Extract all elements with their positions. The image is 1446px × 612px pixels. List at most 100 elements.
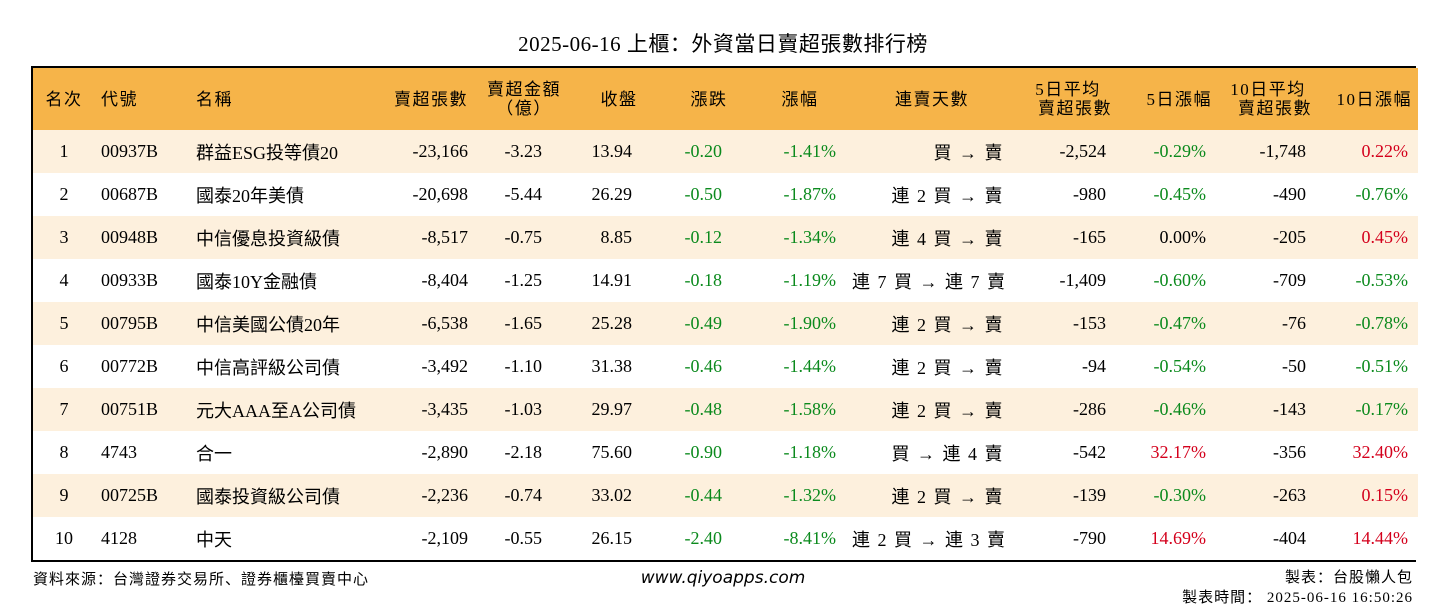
table-body: 1 00937B 群益ESG投等債20 -23,166 -3.23 13.94 -0.20 -… [33, 130, 1418, 560]
cell-avg10: -143 [1273, 399, 1306, 419]
generated-timestamp: 製表時間： 2025-06-16 16:50:26 [1182, 590, 1413, 606]
cell-change: -0.20 [684, 141, 723, 161]
cell-change: -0.50 [684, 184, 723, 204]
cell-rank: 8 [59, 442, 69, 462]
author-note: 製表：台股懶人包 [1284, 570, 1413, 586]
cell-change-pct: -1.41% [783, 141, 837, 161]
cell-avg5: -286 [1073, 399, 1106, 419]
cell-code: 4128 [101, 528, 137, 548]
cell-pct5: -0.29% [1153, 141, 1207, 161]
cell-avg5: -1,409 [1059, 270, 1107, 290]
cell-change-pct: -1.90% [783, 313, 837, 333]
col-header-streak: 連賣天數 [895, 89, 969, 109]
cell-pct10: -0.53% [1355, 270, 1409, 290]
cell-change-pct: -1.44% [783, 356, 837, 376]
cell-net-sell-lots: -3,435 [421, 399, 469, 419]
cell-avg5: -94 [1082, 356, 1106, 376]
cell-pct5: -0.30% [1153, 485, 1207, 505]
cell-avg10: -50 [1282, 356, 1306, 376]
table-row: 1 00937B 群益ESG投等債20 -23,166 -3.23 13.94 -0.20 -… [33, 130, 1418, 173]
cell-net-sell-amount: -1.25 [504, 270, 543, 290]
cell-pct5: -0.54% [1153, 356, 1207, 376]
cell-name: 群益ESG投等債20 [196, 142, 339, 163]
table-row: 8 4743 合一 -2,890 -2.18 75.60 -0.90 -1.18% 買 → 連 … [33, 431, 1418, 474]
cell-change-pct: -1.34% [783, 227, 837, 247]
col-header-avg5: 5日平均 賣超張數 [1018, 68, 1118, 130]
cell-avg10: -709 [1273, 270, 1306, 290]
col-header-change-pct: 漲幅 [781, 89, 819, 109]
cell-name: 國泰10Y金融債 [196, 271, 317, 292]
cell-code: 4743 [101, 442, 137, 462]
cell-net-sell-lots: -2,109 [421, 528, 469, 548]
cell-avg5: -2,524 [1059, 141, 1107, 161]
cell-net-sell-lots: -8,517 [421, 227, 469, 247]
cell-pct10: 0.45% [1361, 227, 1409, 247]
cell-avg10: -205 [1273, 227, 1306, 247]
cell-streak: 連 2 買 → 賣 [891, 400, 1004, 421]
cell-pct10: 32.40% [1352, 442, 1409, 462]
cell-streak: 連 2 買 → 連 3 賣 [852, 529, 1007, 550]
cell-net-sell-lots: -3,492 [421, 356, 469, 376]
cell-rank: 7 [59, 399, 69, 419]
cell-rank: 4 [59, 270, 69, 290]
cell-streak: 連 2 買 → 賣 [891, 314, 1004, 335]
col-header-avg10: 10日平均 賣超張數 [1218, 68, 1318, 130]
table-header-row: 名次 代號 名稱 賣超張數 賣超金額 （億） 收盤 漲跌 漲幅 連賣天數 5日平… [33, 68, 1418, 130]
page-title: 2025-06-16 上櫃：外資當日賣超張數排行榜 [518, 32, 928, 56]
cell-net-sell-lots: -23,166 [412, 141, 469, 161]
table-row: 7 00751B 元大AAA至A公司債 -3,435 -1.03 29.97 -0.48 -1… [33, 388, 1418, 431]
col-header-avg10-line2: 賣超張數 [1238, 99, 1312, 118]
col-header-rank: 名次 [45, 89, 83, 109]
cell-streak: 連 4 買 → 賣 [891, 228, 1004, 249]
cell-net-sell-amount: -2.18 [504, 442, 543, 462]
cell-pct5: -0.46% [1153, 399, 1207, 419]
cell-change: -2.40 [684, 528, 723, 548]
cell-streak: 連 2 買 → 賣 [891, 486, 1004, 507]
cell-close: 25.28 [591, 313, 633, 333]
cell-close: 26.29 [591, 184, 633, 204]
table-row: 6 00772B 中信高評級公司債 -3,492 -1.10 31.38 -0.46 -1.4… [33, 345, 1418, 388]
table-row: 3 00948B 中信優息投資級債 -8,517 -0.75 8.85 -0.12 -1.34… [33, 216, 1418, 259]
cell-pct10: -0.78% [1355, 313, 1409, 333]
cell-net-sell-amount: -0.75 [504, 227, 543, 247]
cell-code: 00687B [101, 184, 159, 204]
cell-change: -0.12 [684, 227, 723, 247]
cell-pct5: 0.00% [1159, 227, 1207, 247]
ranking-table-container: 名次 代號 名稱 賣超張數 賣超金額 （億） 收盤 漲跌 漲幅 連賣天數 5日平… [31, 66, 1418, 562]
cell-close: 31.38 [591, 356, 633, 376]
cell-net-sell-amount: -0.74 [504, 485, 543, 505]
cell-avg5: -153 [1073, 313, 1106, 333]
table-row: 5 00795B 中信美國公債20年 -6,538 -1.65 25.28 -0.49 -1.… [33, 302, 1418, 345]
cell-pct10: 14.44% [1352, 528, 1409, 548]
cell-net-sell-lots: -2,236 [421, 485, 469, 505]
cell-avg10: -490 [1273, 184, 1306, 204]
cell-net-sell-amount: -1.10 [504, 356, 543, 376]
cell-avg5: -542 [1073, 442, 1106, 462]
cell-change: -0.48 [684, 399, 723, 419]
cell-close: 26.15 [591, 528, 633, 548]
col-header-code: 代號 [101, 89, 138, 109]
cell-change: -0.46 [684, 356, 723, 376]
cell-change-pct: -1.18% [783, 442, 837, 462]
cell-rank: 2 [59, 184, 69, 204]
cell-rank: 3 [59, 227, 69, 247]
cell-pct10: -0.76% [1355, 184, 1409, 204]
table-row: 4 00933B 國泰10Y金融債 -8,404 -1.25 14.91 -0.18 -1.1… [33, 259, 1418, 302]
cell-close: 29.97 [591, 399, 633, 419]
col-header-avg5-line1: 5日平均 [1035, 80, 1101, 99]
data-source-note: 資料來源：台灣證券交易所、證券櫃檯買賣中心 [33, 572, 370, 588]
col-header-net-sell-lots: 賣超張數 [394, 89, 468, 109]
cell-pct10: 0.22% [1361, 141, 1409, 161]
cell-change: -0.44 [684, 485, 723, 505]
cell-rank: 6 [59, 356, 69, 376]
website-url: www.qiyoapps.com [640, 568, 806, 588]
cell-pct5: -0.47% [1153, 313, 1207, 333]
cell-code: 00937B [101, 141, 159, 161]
cell-avg10: -404 [1273, 528, 1306, 548]
cell-close: 14.91 [591, 270, 633, 290]
col-header-net-sell-amount-line2: （億） [496, 99, 552, 118]
cell-close: 8.85 [600, 227, 633, 247]
cell-change-pct: -8.41% [783, 528, 837, 548]
cell-code: 00772B [101, 356, 159, 376]
table-row: 10 4128 中天 -2,109 -0.55 26.15 -2.40 -8.41% 連 2 買… [33, 517, 1418, 560]
